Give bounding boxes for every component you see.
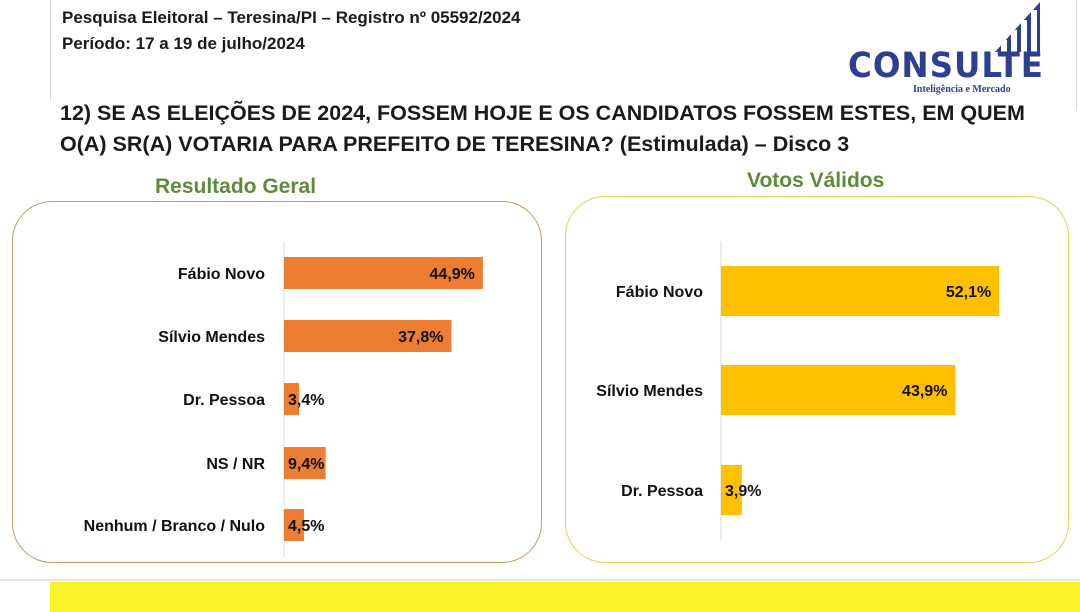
category-label-1-1: Sílvio Mendes [596,383,703,400]
bar-1-2 [721,465,742,515]
value-label-0-2: 3,4% [288,392,324,409]
value-label-1-2: 3,9% [725,483,761,500]
consulte-logo-icon [995,2,1040,52]
bar-0-2 [284,383,300,415]
bar-0-0 [284,257,483,289]
survey-registration: Pesquisa Eleitoral – Teresina/PI – Regis… [62,8,521,27]
chart-title-votos-validos: Votos Válidos [747,169,885,192]
value-label-1-0: 52,1% [946,284,991,301]
survey-period: Período: 17 a 19 de julho/2024 [62,34,305,53]
bar-0-1 [284,320,452,352]
bar-1-1 [721,365,956,415]
votos-validos-panel [565,196,1069,563]
footer-bar [50,582,1080,612]
bar-1-0 [721,266,1000,316]
question-text: 12) SE AS ELEIÇÕES DE 2024, FOSSEM HOJE … [60,101,1025,156]
value-label-0-3: 9,4% [288,456,324,473]
footer-divider [0,579,1080,581]
right-border-line [1076,0,1077,110]
value-label-0-4: 4,5% [288,518,324,535]
resultado-geral-panel [12,201,542,563]
left-border-line [50,0,51,100]
category-label-0-2: Dr. Pessoa [183,392,265,409]
value-label-1-1: 43,9% [902,383,947,400]
category-label-0-4: Nenhum / Branco / Nulo [84,518,266,535]
category-label-1-2: Dr. Pessoa [621,483,703,500]
logo-tagline: Inteligência e Mercado [913,84,1011,95]
category-label-1-0: Fábio Novo [616,284,703,301]
bar-0-3 [284,447,326,479]
value-label-0-0: 44,9% [430,266,475,283]
category-label-0-3: NS / NR [206,456,265,473]
value-label-0-1: 37,8% [398,329,443,346]
logo-wordmark: CONSULTE [848,46,1044,86]
category-label-0-1: Sílvio Mendes [158,329,265,346]
bar-0-4 [284,509,304,541]
chart-title-resultado-geral: Resultado Geral [155,175,317,198]
category-label-0-0: Fábio Novo [178,266,265,283]
